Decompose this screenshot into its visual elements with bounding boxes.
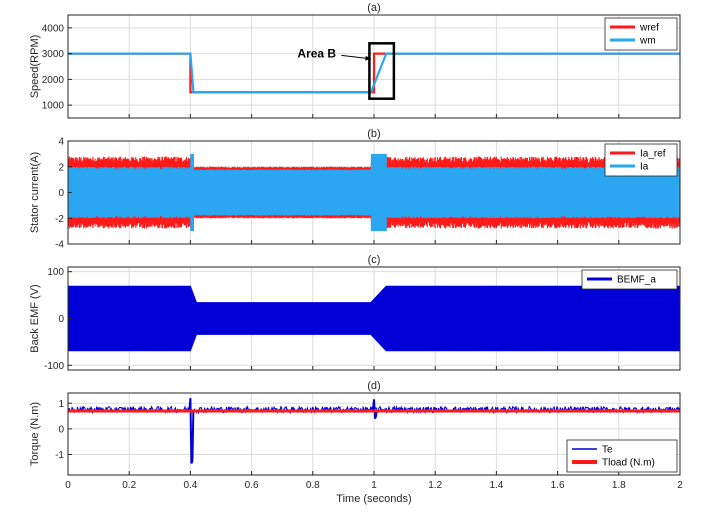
y-tick-label: 0 [58, 424, 64, 435]
panel-stator-current: (b) -4 -2 0 2 4 Stator current(A) Ia_ref Ia [29, 128, 681, 251]
x-tick-label: 1.8 [612, 480, 626, 491]
legend-label: wref [639, 23, 659, 34]
y-axis-label: Stator current(A) [29, 152, 41, 233]
panel-title: (c) [368, 254, 381, 266]
legend-label: Tload (N.m) [602, 458, 655, 469]
x-tick-label: 0 [65, 480, 71, 491]
legend-label: Ia [640, 162, 649, 173]
panel-torque: (d) -1 0 1 0 0.2 0.4 0.6 0.8 1 1.2 1.4 1.6 1.8 2 Torque… [29, 380, 683, 505]
legend-label: wm [639, 36, 656, 47]
x-tick-label: 0.8 [306, 480, 320, 491]
panel-title: (a) [367, 2, 380, 14]
legend: Te Tload (N.m) [566, 439, 678, 473]
legend-box [566, 439, 678, 473]
legend-box [604, 143, 678, 177]
panel-title: (b) [367, 128, 380, 140]
y-tick-label: -1 [55, 450, 64, 461]
y-tick-label: 1000 [42, 101, 65, 112]
y-tick-label: 2000 [42, 75, 65, 86]
area-b-box [368, 42, 396, 100]
legend: wref wm [604, 17, 678, 51]
y-tick-label: 2 [58, 162, 64, 173]
legend-label: BEMF_a [617, 275, 656, 286]
y-tick-label: -100 [44, 361, 64, 372]
panel-back-emf: (c) -100 0 100 Back EMF (V) BEMF_a [29, 254, 681, 372]
plot-area [68, 153, 680, 232]
legend: BEMF_a [581, 269, 678, 290]
y-axis-label: Torque (N.m) [29, 402, 41, 466]
y-tick-label: 4 [58, 137, 64, 148]
y-axis-label: Speed(RPM) [29, 35, 41, 99]
x-tick-label: 1.6 [551, 480, 565, 491]
x-tick-label: 1 [371, 480, 377, 491]
x-tick-label: 1.4 [489, 480, 503, 491]
x-tick-label: 1.2 [428, 480, 442, 491]
x-tick-label: 0.6 [245, 480, 259, 491]
y-tick-label: -2 [55, 214, 64, 225]
x-tick-label: 0.4 [183, 480, 197, 491]
area-b-label: Area B [297, 46, 336, 60]
series-wm [68, 52, 680, 94]
legend-label: Te [602, 445, 613, 456]
x-axis-label: Time (seconds) [336, 493, 411, 505]
series-bemf-a [68, 285, 680, 352]
series-ia [68, 153, 680, 232]
plot-area [68, 285, 680, 352]
legend: Ia_ref Ia [604, 143, 678, 177]
y-tick-label: 100 [47, 267, 64, 278]
plot-area [68, 398, 680, 464]
y-axis-label: Back EMF (V) [29, 284, 41, 352]
y-tick-label: 3000 [42, 49, 65, 60]
torque-transient-1 [372, 399, 378, 419]
panel-title: (d) [367, 380, 380, 392]
y-tick-label: -4 [55, 240, 64, 251]
plot-area [68, 52, 680, 94]
area-b-arrowhead [365, 55, 371, 61]
y-tick-label: 4000 [42, 23, 65, 34]
x-tick-label: 0.2 [122, 480, 136, 491]
torque-transient-0 [188, 398, 195, 464]
legend-box [604, 17, 678, 51]
y-tick-label: 0 [58, 314, 64, 325]
x-tick-label: 2 [677, 480, 683, 491]
legend-label: Ia_ref [640, 149, 666, 160]
y-tick-label: 0 [58, 188, 64, 199]
legend-box [581, 269, 678, 290]
y-tick-label: 1 [58, 399, 64, 410]
